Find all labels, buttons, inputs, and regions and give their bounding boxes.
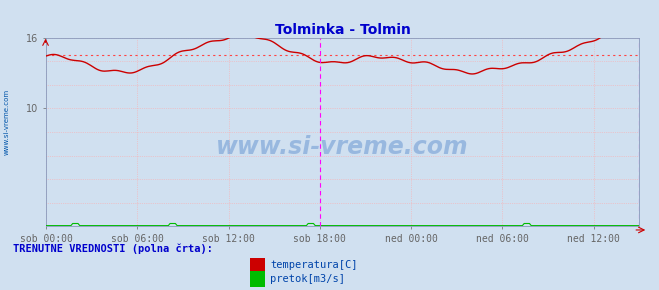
Text: www.si-vreme.com: www.si-vreme.com xyxy=(216,135,469,159)
Text: TRENUTNE VREDNOSTI (polna črta):: TRENUTNE VREDNOSTI (polna črta): xyxy=(13,244,213,254)
Text: www.si-vreme.com: www.si-vreme.com xyxy=(3,89,9,155)
Text: pretok[m3/s]: pretok[m3/s] xyxy=(270,274,345,284)
Title: Tolminka - Tolmin: Tolminka - Tolmin xyxy=(275,23,411,37)
Text: temperatura[C]: temperatura[C] xyxy=(270,260,358,270)
